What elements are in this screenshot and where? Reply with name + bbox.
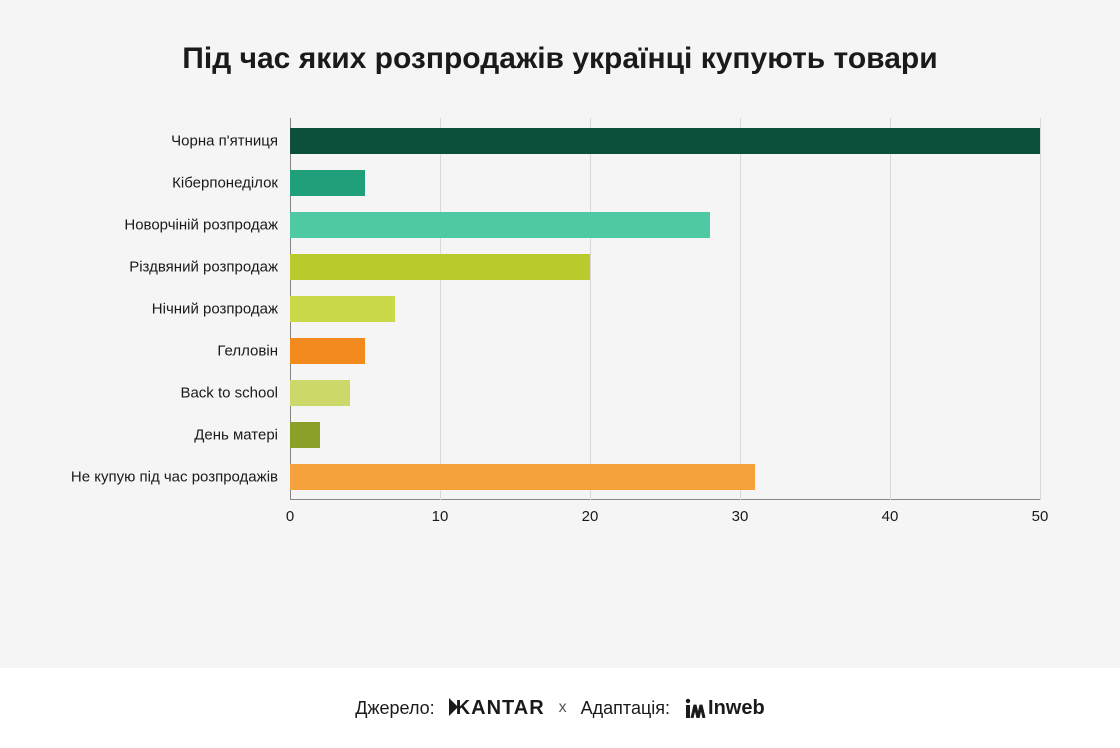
y-category-label: День матері: [194, 426, 290, 443]
adapt-brand-inweb: Inweb: [684, 697, 765, 720]
bar-row: [290, 212, 710, 238]
gridline: [1040, 118, 1041, 500]
bar: [290, 254, 590, 280]
x-tick-label: 20: [582, 500, 599, 525]
y-category-label: Нічний розпродаж: [152, 300, 290, 317]
bar-row: [290, 422, 320, 448]
bar-row: [290, 254, 590, 280]
y-category-label: Back to school: [180, 384, 290, 401]
gridline: [740, 118, 741, 500]
source-label: Джерело:: [355, 698, 434, 719]
plot: 01020304050Чорна п'ятницяКіберпонеділокН…: [290, 118, 1040, 500]
bar: [290, 422, 320, 448]
bar-row: [290, 128, 1040, 154]
gridline: [890, 118, 891, 500]
bar: [290, 170, 365, 196]
x-tick-label: 40: [882, 500, 899, 525]
y-category-label: Чорна п'ятниця: [171, 132, 290, 149]
adapt-label: Адаптація:: [581, 698, 670, 719]
bar-row: [290, 464, 755, 490]
inweb-text: Inweb: [708, 697, 765, 720]
y-category-label: Кіберпонеділок: [172, 174, 290, 191]
footer: Джерело: KANTAR x Адаптація: Inweb: [0, 668, 1120, 748]
inweb-logo-icon: [684, 698, 706, 718]
x-tick-label: 10: [432, 500, 449, 525]
x-tick-label: 0: [286, 500, 294, 525]
y-category-label: Різдвяний розпродаж: [129, 258, 290, 275]
gridline: [590, 118, 591, 500]
bar: [290, 212, 710, 238]
bar-row: [290, 170, 365, 196]
bar: [290, 296, 395, 322]
source-brand-kantar: KANTAR: [449, 697, 545, 720]
kantar-logo-triangle-icon: [449, 698, 458, 716]
bar-row: [290, 338, 365, 364]
y-category-label: Гелловін: [217, 342, 290, 359]
bar: [290, 380, 350, 406]
bar-row: [290, 296, 395, 322]
x-axis-line: [290, 499, 1040, 500]
x-tick-label: 50: [1032, 500, 1049, 525]
bar-row: [290, 380, 350, 406]
y-category-label: Не купую під час розпродажів: [71, 468, 290, 485]
bar: [290, 338, 365, 364]
chart-container: Під час яких розпродажів українці купуют…: [0, 0, 1120, 748]
y-category-label: Новорчіній розпродаж: [124, 216, 290, 233]
x-tick-label: 30: [732, 500, 749, 525]
chart-title: Під час яких розпродажів українці купуют…: [0, 0, 1120, 88]
kantar-text: KANTAR: [456, 697, 545, 720]
chart-area: 0 10 20 30 40 50 Чорна п'ятниця Кіберпонеділок Н…: [60, 118, 1060, 649]
gridline: [440, 118, 441, 500]
bar: [290, 128, 1040, 154]
bar: [290, 464, 755, 490]
footer-separator: x: [559, 699, 567, 717]
